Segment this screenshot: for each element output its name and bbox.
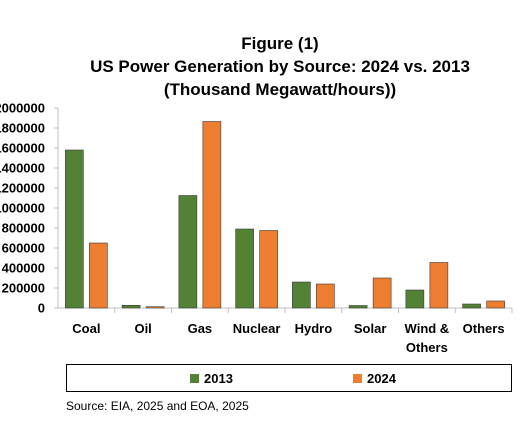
x-category-label: Wind & bbox=[405, 321, 450, 336]
y-tick-label: 1000000 bbox=[0, 201, 45, 216]
bar-2013 bbox=[178, 195, 198, 309]
x-category-label: Others bbox=[406, 340, 448, 355]
y-tick-label: 1800000 bbox=[0, 121, 45, 136]
source-note: Source: EIA, 2025 and EOA, 2025 bbox=[66, 399, 249, 413]
x-category-label: Solar bbox=[354, 321, 387, 336]
legend-item-2013: 2013 bbox=[190, 371, 233, 386]
bar-2013 bbox=[65, 149, 84, 309]
y-tick-label: 1400000 bbox=[0, 161, 45, 176]
x-category-label: Hydro bbox=[295, 321, 333, 336]
x-category-label: Nuclear bbox=[233, 321, 281, 336]
legend-item-2024: 2024 bbox=[353, 371, 396, 386]
title-line-3: (Thousand Megawatt/hours)) bbox=[163, 80, 397, 99]
y-tick-label: 400000 bbox=[2, 261, 45, 276]
bar-2024 bbox=[202, 121, 222, 309]
title-line-1: Figure (1) bbox=[241, 34, 319, 53]
legend-label-2013: 2013 bbox=[204, 371, 233, 386]
x-category-label: Coal bbox=[72, 321, 100, 336]
y-tick-label: 1600000 bbox=[0, 141, 45, 156]
legend-label-2024: 2024 bbox=[367, 371, 396, 386]
y-tick-label: 800000 bbox=[2, 221, 45, 236]
legend: 2013 2024 bbox=[66, 364, 512, 392]
x-category-label: Others bbox=[463, 321, 505, 336]
bar-2024 bbox=[486, 300, 505, 309]
bar-2024 bbox=[89, 242, 108, 309]
title-line-2: US Power Generation by Source: 2024 vs. … bbox=[90, 57, 470, 76]
y-tick-label: 0 bbox=[38, 301, 45, 316]
y-tick-label: 1200000 bbox=[0, 181, 45, 196]
bar-2024 bbox=[259, 230, 278, 309]
legend-swatch-2013 bbox=[190, 374, 199, 383]
bar-2013 bbox=[292, 281, 311, 309]
bar-2013 bbox=[121, 304, 141, 309]
bar-2024 bbox=[316, 283, 335, 309]
bar-2013 bbox=[235, 228, 254, 309]
bar-2024 bbox=[429, 262, 449, 309]
y-tick-label: 600000 bbox=[2, 241, 45, 256]
legend-swatch-2024 bbox=[353, 374, 362, 383]
y-tick-label: 200000 bbox=[2, 281, 45, 296]
bar-2013 bbox=[348, 305, 368, 309]
bar-2024 bbox=[372, 277, 392, 309]
bar-2013 bbox=[462, 303, 481, 309]
y-tick-label: 2000000 bbox=[0, 101, 45, 116]
bar-2013 bbox=[405, 289, 425, 309]
bar-2024 bbox=[145, 306, 165, 309]
x-category-label: Oil bbox=[134, 321, 151, 336]
x-category-label: Gas bbox=[188, 321, 213, 336]
chart-title: Figure (1) US Power Generation by Source… bbox=[0, 32, 530, 101]
